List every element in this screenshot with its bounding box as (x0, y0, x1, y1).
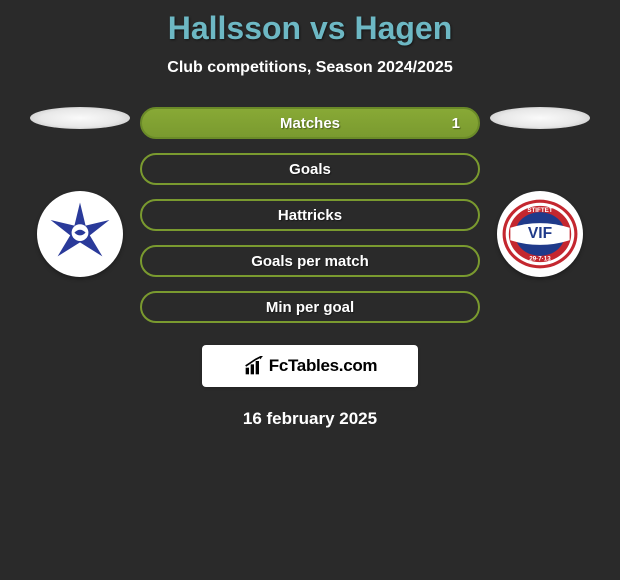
stat-row-hattricks: Hattricks (140, 199, 480, 231)
left-club-badge[interactable] (37, 191, 123, 277)
stat-row-goals: Goals (140, 153, 480, 185)
stat-value-right: 1 (452, 115, 460, 132)
stat-label: Goals per match (251, 253, 369, 270)
stat-label: Goals (289, 161, 331, 178)
stat-label: Min per goal (266, 299, 354, 316)
date-text: 16 february 2025 (243, 409, 377, 429)
stat-row-matches: Matches 1 (140, 107, 480, 139)
chart-icon (243, 356, 265, 376)
vif-logo-icon: VIF STIFTET 29·7·13 (501, 195, 579, 273)
stat-label: Hattricks (278, 207, 342, 224)
title-left: Hallsson (168, 10, 301, 46)
content-row: Matches 1 Goals Hattricks Goals per matc… (0, 107, 620, 323)
stat-row-min-per-goal: Min per goal (140, 291, 480, 323)
brand-text: FcTables.com (269, 356, 378, 376)
svg-text:VIF: VIF (528, 225, 552, 242)
stat-label: Matches (280, 115, 340, 132)
right-club-badge[interactable]: VIF STIFTET 29·7·13 (497, 191, 583, 277)
left-marker-ellipse (30, 107, 130, 129)
svg-text:STIFTET: STIFTET (527, 207, 552, 214)
title-right: Hagen (354, 10, 452, 46)
page-title: Hallsson vs Hagen (168, 10, 453, 47)
brand-link[interactable]: FcTables.com (202, 345, 418, 387)
subtitle: Club competitions, Season 2024/2025 (167, 59, 452, 77)
right-marker-ellipse (490, 107, 590, 129)
stat-list: Matches 1 Goals Hattricks Goals per matc… (140, 107, 480, 323)
right-column: VIF STIFTET 29·7·13 (490, 107, 590, 277)
title-vs: vs (301, 10, 354, 46)
left-column (30, 107, 130, 277)
star-logo-icon (45, 199, 115, 269)
stat-row-goals-per-match: Goals per match (140, 245, 480, 277)
svg-text:29·7·13: 29·7·13 (529, 256, 551, 263)
